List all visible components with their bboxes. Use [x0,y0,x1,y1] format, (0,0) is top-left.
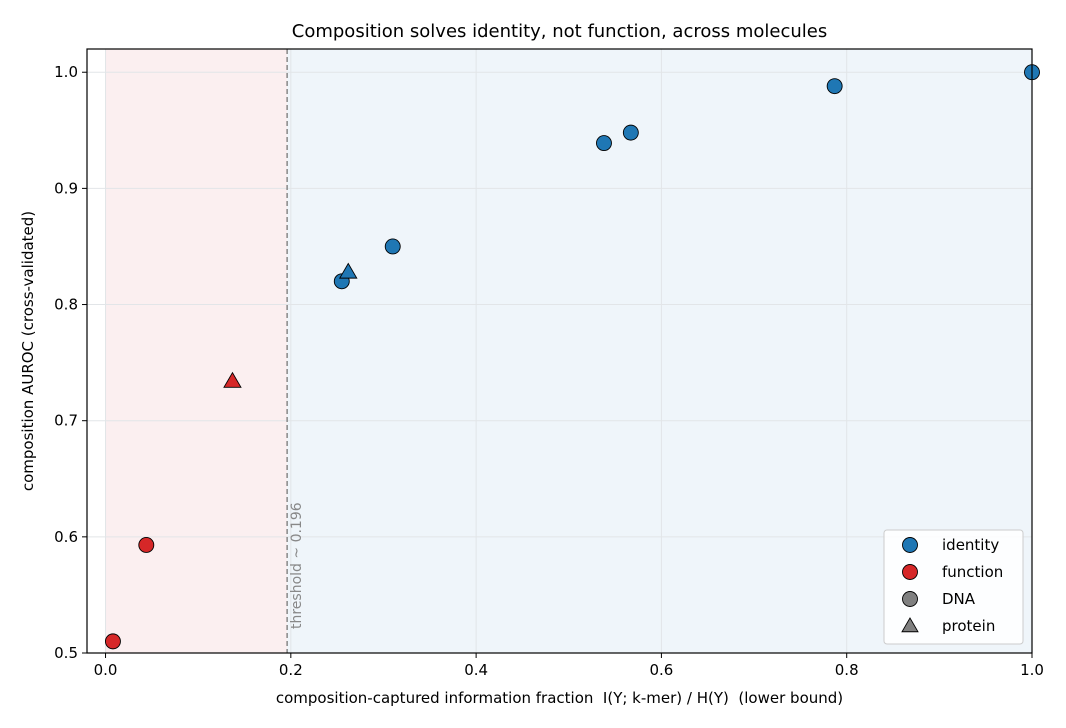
x-tick-label: 1.0 [1020,661,1044,679]
legend: identity function DNA protein [883,529,1024,645]
y-tick-label: 0.5 [54,644,78,662]
identity-point [384,238,401,255]
y-tick-label: 0.6 [54,528,78,546]
y-tick-label: 0.8 [54,296,78,314]
y-tick-label: 1.0 [54,63,78,81]
identity-point [622,124,639,141]
x-axis-label: composition-captured information fractio… [276,689,843,707]
x-tick-label: 0.0 [94,661,118,679]
legend-marker-protein [901,617,919,633]
region-0 [105,49,288,653]
x-tick-label: 0.2 [279,661,303,679]
x-tick-label: 0.4 [464,661,488,679]
x-tick-label: 0.6 [649,661,673,679]
y-tick-label: 0.7 [54,412,78,430]
identity-point [596,135,612,152]
x-tick-label: 0.8 [835,661,859,679]
legend-marker-DNA [902,591,918,607]
data-points [104,64,1040,650]
function-point [138,537,155,553]
plot-frame [86,48,1033,654]
y-tick-label: 0.9 [54,179,78,197]
threshold: threshold ~ 0.196 [286,49,305,653]
y-axis-label: composition AUROC (cross-validated) [19,211,37,491]
chart-title: Composition solves identity, not functio… [292,21,827,42]
legend-label-protein: protein [942,617,995,635]
legend-label-DNA: DNA [942,590,976,608]
threshold-label: threshold ~ 0.196 [289,502,305,629]
legend-label-function: function [942,563,1003,581]
identity-point [826,78,843,95]
function-point [223,371,242,388]
identity-point [338,262,358,279]
legend-label-identity: identity [942,536,999,554]
function-point [104,633,121,650]
legend-marker-function [902,564,918,580]
legend-box [883,529,1024,645]
axis-ticks: 0.0 0.2 0.4 0.6 0.8 1.0 0.5 0.6 0.7 0.8 0.9 1.0 [54,63,1044,679]
legend-marker-identity [902,537,918,553]
